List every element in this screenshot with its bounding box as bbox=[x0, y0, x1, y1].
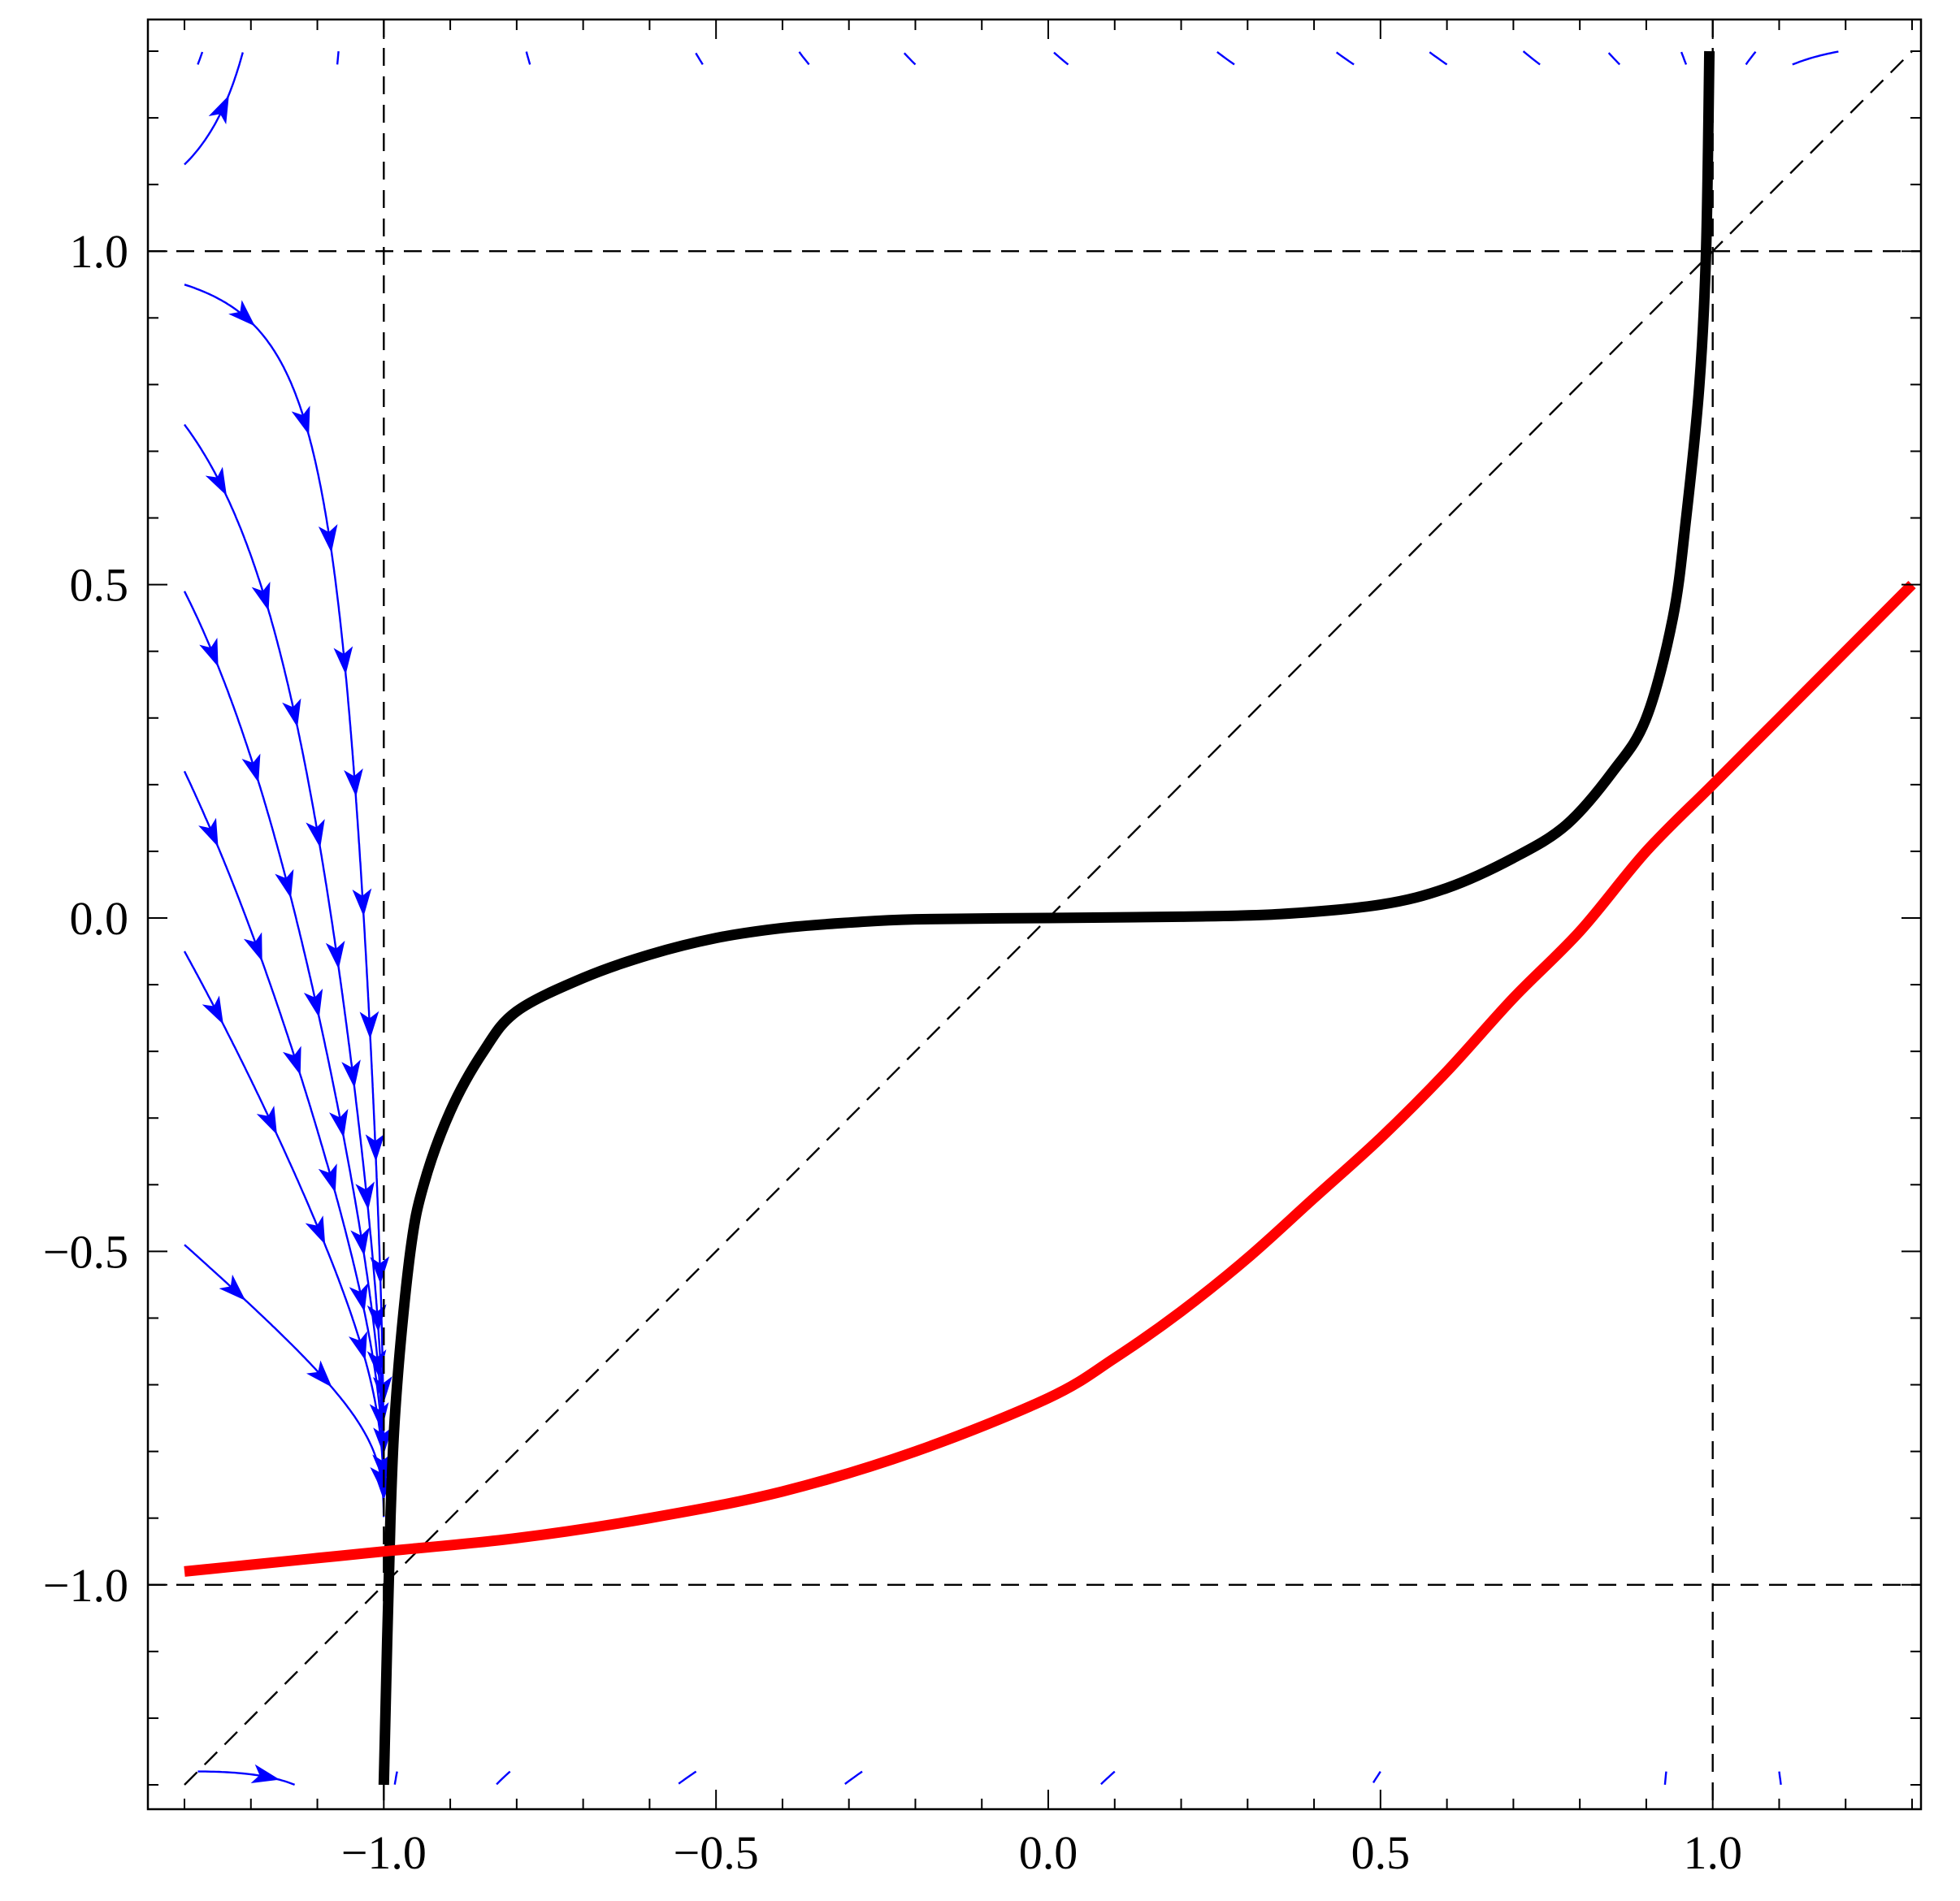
streamline bbox=[903, 52, 917, 66]
y-tick-label: −1.0 bbox=[43, 1559, 128, 1612]
red-curve bbox=[184, 581, 1916, 1577]
streamline bbox=[525, 51, 531, 65]
streamline bbox=[184, 284, 385, 1516]
streamline bbox=[1607, 52, 1621, 66]
tick-labels: −1.0 −0.5 0.0 0.5 1.0 −1.0 −0.5 0.0 0.5 1.0 bbox=[43, 225, 1742, 1879]
streamline bbox=[336, 50, 340, 65]
stream-field bbox=[183, 50, 1839, 1786]
streamline bbox=[798, 51, 810, 66]
plot-frame bbox=[146, 18, 1923, 1811]
streamline bbox=[1778, 1771, 1782, 1786]
axis-ticks bbox=[148, 19, 1921, 1809]
streamline bbox=[1053, 51, 1069, 66]
y-tick-label: 1.0 bbox=[70, 225, 129, 278]
streamline bbox=[183, 770, 385, 1516]
x-tick-label: 1.0 bbox=[1683, 1826, 1742, 1879]
streamline bbox=[1680, 51, 1688, 65]
x-tick-label: −0.5 bbox=[674, 1826, 759, 1879]
y-tick-label: 0.0 bbox=[70, 892, 129, 945]
streamline bbox=[695, 52, 704, 66]
streamline bbox=[1100, 1770, 1116, 1786]
streamline bbox=[678, 1770, 697, 1785]
streamline bbox=[1335, 51, 1355, 66]
streamline bbox=[496, 1770, 511, 1786]
x-tick-label: 0.5 bbox=[1351, 1826, 1411, 1879]
streamline bbox=[393, 1771, 398, 1785]
curve-layer bbox=[184, 50, 1916, 1786]
streamline bbox=[1429, 51, 1448, 66]
streamline bbox=[197, 51, 204, 65]
streamline bbox=[1663, 1771, 1667, 1786]
streamline bbox=[1216, 50, 1235, 66]
y-tick-label: −0.5 bbox=[43, 1225, 128, 1278]
x-tick-label: 0.0 bbox=[1019, 1826, 1078, 1879]
x-tick-label: −1.0 bbox=[341, 1826, 427, 1879]
black-curve bbox=[378, 50, 1715, 1786]
streamline bbox=[1522, 50, 1541, 66]
y-tick-label: 0.5 bbox=[70, 559, 129, 612]
streamline bbox=[1745, 50, 1757, 66]
streamline bbox=[1372, 1770, 1381, 1784]
streamline bbox=[844, 1770, 863, 1785]
streamline bbox=[1792, 50, 1839, 66]
